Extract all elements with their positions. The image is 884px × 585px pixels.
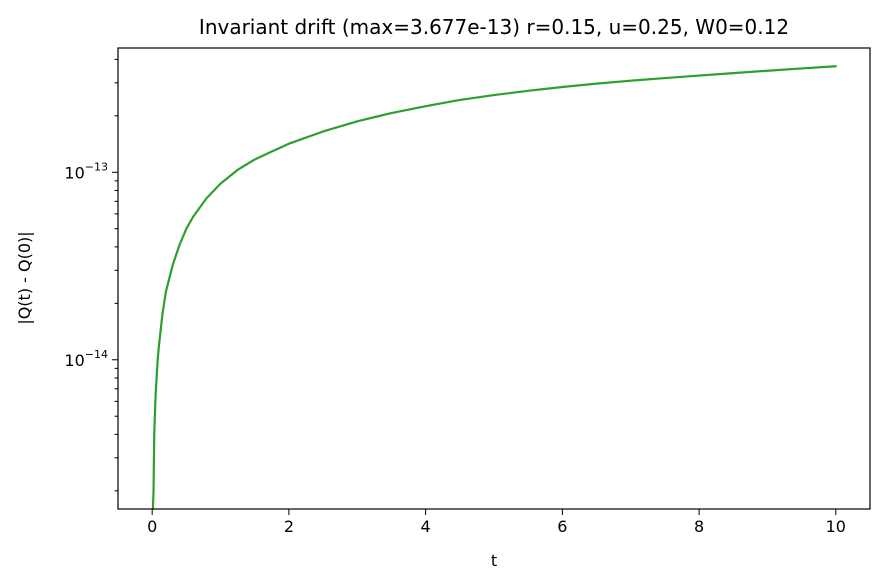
x-axis-ticks: 0 2 4 6 8 10	[147, 509, 846, 536]
y-tick-label: 10−13	[64, 160, 108, 182]
x-tick-label: 8	[694, 517, 704, 536]
y-tick-label: 10−14	[64, 348, 108, 370]
series-line	[151, 65, 837, 511]
x-tick-label: 2	[284, 517, 294, 536]
x-tick-label: 6	[557, 517, 567, 536]
y-axis-label: |Q(t) - Q(0)|	[15, 231, 34, 324]
y-axis-ticks: 10−14 10−13	[64, 58, 118, 492]
x-tick-label: 0	[147, 517, 157, 536]
plot-series	[151, 65, 837, 511]
x-tick-label: 4	[421, 517, 431, 536]
x-axis-label: t	[491, 551, 497, 570]
x-tick-label: 10	[826, 517, 846, 536]
plot-frame	[117, 47, 871, 510]
chart-title: Invariant drift (max=3.677e-13) r=0.15, …	[199, 15, 789, 39]
